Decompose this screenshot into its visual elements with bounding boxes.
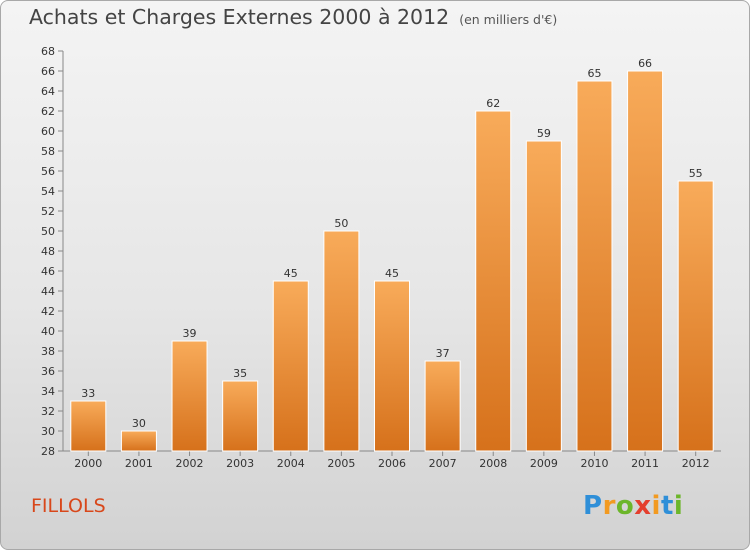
bar-2007 xyxy=(424,360,461,452)
value-label-2002: 39 xyxy=(183,327,197,340)
y-tick-label: 54 xyxy=(41,185,55,198)
value-label-2000: 33 xyxy=(81,387,95,400)
value-label-2010: 65 xyxy=(587,67,601,80)
bar-2008 xyxy=(475,110,512,452)
x-tick-label-2011: 2011 xyxy=(631,457,659,470)
x-tick-label-2012: 2012 xyxy=(682,457,710,470)
y-tick-label: 28 xyxy=(41,445,55,458)
value-label-2003: 35 xyxy=(233,367,247,380)
commune-name: FILLOLS xyxy=(31,495,106,517)
x-tick-label-2001: 2001 xyxy=(125,457,153,470)
chart-axes: 28 30 32 34 36 38 40 42 44 46 48 50 52 54 56 58 60 62 64 66… xyxy=(41,45,721,458)
y-tick-label: 52 xyxy=(41,205,55,218)
chart-subtitle: (en milliers d'€) xyxy=(459,12,558,27)
x-tick-label-2008: 2008 xyxy=(479,457,507,470)
bar-2012 xyxy=(677,180,714,452)
x-tick-label-2005: 2005 xyxy=(327,457,355,470)
bar-2001 xyxy=(120,430,157,452)
x-tick-label-2004: 2004 xyxy=(277,457,305,470)
proxiti-logo: Proxiti xyxy=(583,491,684,521)
y-tick-label: 42 xyxy=(41,305,55,318)
bar-2006 xyxy=(374,280,410,452)
x-tick-label-2009: 2009 xyxy=(530,457,558,470)
chart-bars xyxy=(70,70,714,452)
bar-2003 xyxy=(222,380,259,452)
value-label-2001: 30 xyxy=(132,417,146,430)
value-label-2012: 55 xyxy=(689,167,703,180)
y-tick-label: 60 xyxy=(41,125,55,138)
x-tick-label-2000: 2000 xyxy=(74,457,102,470)
y-tick-label: 40 xyxy=(41,325,55,338)
value-label-2008: 62 xyxy=(486,97,500,110)
title-text: Achats et Charges Externes 2000 à 2012 xyxy=(29,5,450,29)
value-label-2009: 59 xyxy=(537,127,551,140)
bar-2010 xyxy=(576,80,613,452)
y-tick-label: 38 xyxy=(41,345,55,358)
y-tick-label: 44 xyxy=(41,285,55,298)
value-label-2005: 50 xyxy=(334,217,348,230)
bar-2011 xyxy=(627,70,664,452)
value-label-2011: 66 xyxy=(638,57,652,70)
y-tick-label: 34 xyxy=(41,385,55,398)
y-tick-label: 64 xyxy=(41,85,55,98)
y-tick-label: 46 xyxy=(41,265,55,278)
y-tick-label: 48 xyxy=(41,245,55,258)
y-tick-label: 68 xyxy=(41,45,55,58)
y-tick-label: 58 xyxy=(41,145,55,158)
y-tick-label: 36 xyxy=(41,365,55,378)
y-tick-label: 62 xyxy=(41,105,55,118)
y-tick-label: 56 xyxy=(41,165,55,178)
bar-2005 xyxy=(323,230,360,452)
y-tick-label: 50 xyxy=(41,225,55,238)
value-label-2007: 37 xyxy=(436,347,450,360)
x-tick-label-2003: 2003 xyxy=(226,457,254,470)
x-tick-label-2002: 2002 xyxy=(176,457,204,470)
value-label-2004: 45 xyxy=(284,267,298,280)
x-tick-label-2007: 2007 xyxy=(429,457,457,470)
bar-2000 xyxy=(70,400,107,452)
bar-2002 xyxy=(171,340,208,452)
y-tick-label: 66 xyxy=(41,65,55,78)
y-tick-label: 30 xyxy=(41,425,55,438)
chart-title: Achats et Charges Externes 2000 à 2012 (e… xyxy=(29,5,557,29)
bar-2009 xyxy=(525,140,562,452)
chart-labels: 2000 33 2001 30 2002 39 2003 35 2004 45 2005 50 2006… xyxy=(74,57,709,470)
bar-2004 xyxy=(272,280,309,452)
x-tick-label-2006: 2006 xyxy=(378,457,406,470)
y-tick-label: 32 xyxy=(41,405,55,418)
value-label-2006: 45 xyxy=(385,267,399,280)
x-tick-label-2010: 2010 xyxy=(580,457,608,470)
